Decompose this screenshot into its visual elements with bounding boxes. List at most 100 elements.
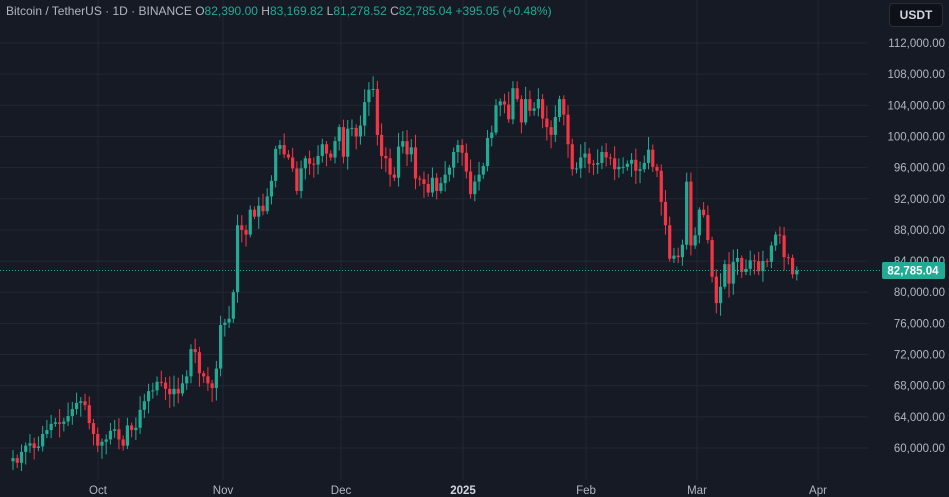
candle[interactable] <box>384 147 388 173</box>
candle[interactable] <box>418 175 422 186</box>
candle[interactable] <box>646 136 651 170</box>
candle[interactable] <box>494 99 498 136</box>
candle[interactable] <box>409 139 413 162</box>
candle[interactable] <box>519 95 524 134</box>
candle[interactable] <box>693 227 697 249</box>
candle[interactable] <box>710 236 714 283</box>
candle[interactable] <box>96 427 100 453</box>
candle[interactable] <box>790 254 795 279</box>
candle[interactable] <box>481 162 485 179</box>
candle[interactable] <box>545 105 549 141</box>
candle[interactable] <box>621 157 625 174</box>
candle[interactable] <box>74 392 79 415</box>
candle[interactable] <box>104 434 108 455</box>
candle[interactable] <box>11 450 15 471</box>
candle[interactable] <box>155 376 159 396</box>
candle[interactable] <box>316 145 320 175</box>
candle[interactable] <box>600 145 604 170</box>
candle[interactable] <box>32 437 36 460</box>
candle[interactable] <box>786 253 790 265</box>
candle[interactable] <box>672 247 676 263</box>
candle[interactable] <box>252 206 257 220</box>
candle[interactable] <box>261 193 265 216</box>
candle[interactable] <box>291 147 295 172</box>
candle[interactable] <box>206 367 210 391</box>
candle[interactable] <box>58 408 62 438</box>
candle[interactable] <box>541 94 545 129</box>
candle[interactable] <box>562 95 566 126</box>
candle[interactable] <box>329 150 333 161</box>
candle[interactable] <box>659 164 663 216</box>
candle[interactable] <box>706 205 710 244</box>
candle[interactable] <box>87 396 91 430</box>
candle[interactable] <box>447 164 451 182</box>
candle[interactable] <box>532 102 536 116</box>
candle[interactable] <box>163 377 168 401</box>
candle[interactable] <box>223 318 227 337</box>
candle[interactable] <box>591 159 596 176</box>
candle[interactable] <box>142 393 146 418</box>
candle[interactable] <box>168 376 172 408</box>
candle[interactable] <box>617 158 621 178</box>
candle[interactable] <box>477 161 481 191</box>
candle[interactable] <box>28 434 32 453</box>
candle[interactable] <box>702 201 706 218</box>
candle[interactable] <box>324 141 329 167</box>
candle[interactable] <box>286 150 290 160</box>
candle[interactable] <box>375 80 379 146</box>
candle[interactable] <box>744 259 748 276</box>
candle[interactable] <box>735 248 740 275</box>
candle[interactable] <box>231 289 235 323</box>
candle[interactable] <box>172 375 176 407</box>
candle[interactable] <box>405 130 409 166</box>
candle[interactable] <box>36 436 41 452</box>
candle[interactable] <box>452 147 456 178</box>
candle[interactable] <box>536 88 540 117</box>
candle[interactable] <box>782 226 786 271</box>
candle[interactable] <box>91 418 96 446</box>
candle[interactable] <box>227 305 231 329</box>
candle[interactable] <box>574 162 579 174</box>
candle[interactable] <box>185 370 189 390</box>
candle[interactable] <box>685 172 689 250</box>
candle[interactable] <box>676 247 680 264</box>
candle[interactable] <box>210 379 214 402</box>
candle[interactable] <box>113 419 117 438</box>
candle[interactable] <box>45 419 49 439</box>
candle[interactable] <box>53 417 57 427</box>
candle[interactable] <box>159 370 163 387</box>
candle[interactable] <box>413 134 418 190</box>
candle[interactable] <box>473 175 477 202</box>
candle[interactable] <box>435 173 439 200</box>
candle[interactable] <box>460 139 464 166</box>
candle[interactable] <box>757 251 761 276</box>
candle[interactable] <box>235 214 240 303</box>
candle[interactable] <box>680 239 685 266</box>
candle[interactable] <box>430 167 435 197</box>
candle[interactable] <box>583 142 587 169</box>
candle[interactable] <box>557 95 562 122</box>
candle[interactable] <box>761 250 765 282</box>
candle[interactable] <box>146 383 151 414</box>
candle[interactable] <box>240 215 244 243</box>
candle[interactable] <box>70 401 74 425</box>
candle[interactable] <box>320 138 324 163</box>
candle[interactable] <box>388 148 392 187</box>
candle[interactable] <box>718 273 723 316</box>
candle[interactable] <box>714 269 718 314</box>
candle[interactable] <box>41 425 45 452</box>
candle[interactable] <box>24 442 28 465</box>
candle[interactable] <box>307 150 312 175</box>
candle[interactable] <box>485 130 490 172</box>
candle[interactable] <box>663 190 668 235</box>
candle[interactable] <box>651 144 655 173</box>
candle[interactable] <box>638 161 642 184</box>
candle[interactable] <box>587 148 591 173</box>
candle[interactable] <box>83 393 87 411</box>
candle[interactable] <box>117 418 121 450</box>
candle[interactable] <box>642 155 646 173</box>
candle[interactable] <box>401 131 405 154</box>
candle[interactable] <box>426 173 430 197</box>
candle[interactable] <box>579 144 583 178</box>
